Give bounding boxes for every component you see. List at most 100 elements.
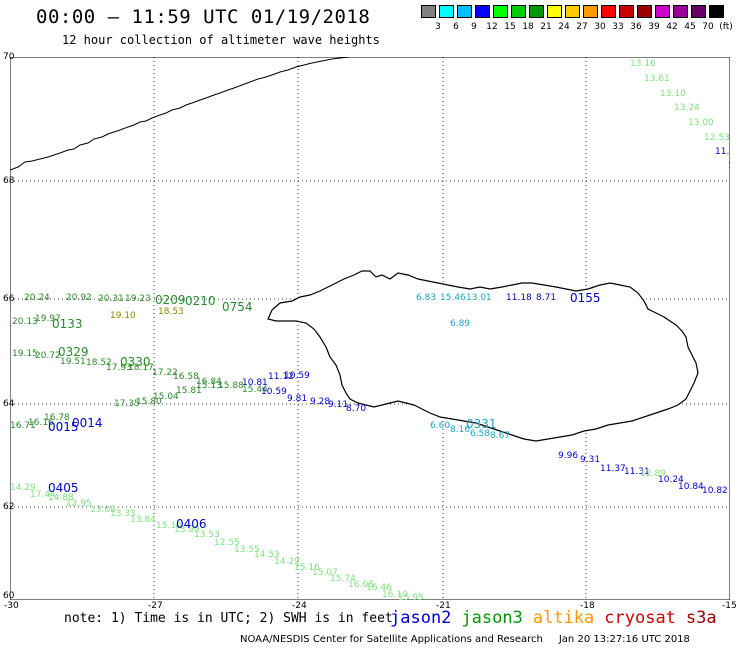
satellite-label-jason2: jason2 [390,608,452,628]
pass-time-label: 0329 [58,345,89,359]
wave-height-label: 19.97 [35,314,61,324]
wave-height-tracks: 13.16 13.61 13.10 13.24 13.00 12.53 11.9 11 20.2… [10,59,739,603]
wave-height-label: 12.55 [214,538,240,548]
wave-height-label: 17.93 [106,363,132,373]
wave-height-label: 18.53 [158,307,184,317]
wave-height-label: 6.60 [430,421,450,431]
satellite-legend: jason2 jason3 altika cryosat s3a [390,608,727,628]
wave-height-label: 13.61 [644,74,670,84]
wave-height-label: 20.72 [35,351,61,361]
wave-height-label: 15.07 [312,568,338,578]
wave-height-label: 9.28 [310,397,330,407]
legend-label: 45 [684,22,696,32]
legend-label: 70 [702,22,714,32]
wave-height-label: 10.59 [284,371,310,381]
wave-height-label: 11.37 [600,464,626,474]
wave-height-label: 6.83 [416,293,436,303]
legend-label: 3 [435,22,441,32]
wave-height-label: 15.46 [440,293,466,303]
wave-height-label: 13.53 [194,530,220,540]
legend-swatch [619,5,634,18]
legend-swatch [709,5,724,18]
wave-height-label: 16.78 [44,413,70,423]
legend-swatch [547,5,562,18]
legend-swatch [457,5,472,18]
legend-swatch [583,5,598,18]
wave-height-label: 14.53 [254,550,280,560]
wave-height-label: 16.08 [348,580,374,590]
wave-height-label: 15.04 [153,392,179,402]
wave-height-label: 13.88 [90,505,116,515]
legend-swatch [637,5,652,18]
wave-height-label: 13.00 [688,118,714,128]
wave-height-label: 15.80 [136,397,162,407]
longitude-label: -21 [436,601,451,611]
legend-swatch [511,5,526,18]
pass-time-label: 0133 [52,317,83,331]
wave-height-label: 6.58 [470,429,490,439]
wave-height-label: 10.84 [678,482,704,492]
legend-label: 12 [486,22,498,32]
wave-height-label: 16.46 [366,583,392,593]
wave-height-label: 16.84 [196,377,222,387]
wave-height-label: 11.18 [506,293,532,303]
pass-time-label: 0405 [48,481,79,495]
legend-label: 15 [504,22,516,32]
wave-height-label: 10.24 [658,475,684,485]
latitude-label: 64 [3,399,15,409]
wave-height-label: 13.01 [466,293,492,303]
wave-height-label: 12.89 [640,469,666,479]
generated-timestamp: Jan 20 13:27:16 UTC 2018 [558,634,690,645]
wave-height-label: 8.70 [346,404,366,414]
latitude-label: 66 [3,294,15,304]
pass-time-label: 0406 [176,517,207,531]
longitude-label: -24 [292,601,307,611]
legend-label: 9 [471,22,477,32]
legend-swatch [493,5,508,18]
wave-height-label: 8.16 [450,425,470,435]
latitude-label: 68 [3,176,15,186]
legend-label: 21 [540,22,552,32]
wave-height-label: 13.84 [130,515,156,525]
wave-height-label: 19.15 [12,349,38,359]
wave-height-label: 13.55 [234,545,260,555]
wave-height-label: 18.52 [86,358,112,368]
wave-height-label: 15.14 [156,521,182,531]
legend-swatch [475,5,490,18]
wave-height-label: 11.12 [268,372,294,382]
wave-height-label: 19.23 [125,294,151,304]
wave-height-label: 16.58 [173,372,199,382]
longitude-label: -27 [148,601,163,611]
wave-height-label: 12.53 [704,133,730,143]
wave-height-label: 13.10 [660,89,686,99]
wave-height-label: 13.33 [110,509,136,519]
legend-label: 30 [594,22,606,32]
page-subtitle: 12 hour collection of altimeter wave hei… [62,33,380,47]
wave-height-label: 13.99 [174,525,200,535]
satellite-label-cryosat: cryosat [604,608,676,628]
longitude-label: -30 [4,601,19,611]
latitude-label: 70 [3,52,15,62]
wave-height-label: 17.35 [114,399,140,409]
legend-swatch [655,5,670,18]
wave-height-label: 13.24 [674,103,700,113]
wave-height-label: 15.95 [398,593,424,600]
wave-height-label: 12.95 [66,499,92,509]
legend-label: 39 [648,22,660,32]
footer-note: note: 1) Time is in UTC; 2) SWH is in fe… [64,611,393,626]
page-title: 00:00 – 11:59 UTC 01/19/2018 [36,6,371,28]
legend-swatch [601,5,616,18]
latitude-label: 62 [3,502,15,512]
iceland-landmass [267,270,699,442]
pass-time-label: 0155 [570,291,601,305]
wave-height-label: 6.89 [450,319,470,329]
legend-label: 42 [666,22,678,32]
wave-height-label: 9.31 [580,455,600,465]
wave-height-label: 15.13 [196,381,222,391]
wave-height-label: 15.44 [242,385,268,395]
wave-height-label: 17.44 [30,490,56,500]
legend-label: 36 [630,22,642,32]
legend-label: (ft) [719,22,733,32]
footer-credit: NOAA/NESDIS Center for Satellite Applica… [240,634,690,645]
